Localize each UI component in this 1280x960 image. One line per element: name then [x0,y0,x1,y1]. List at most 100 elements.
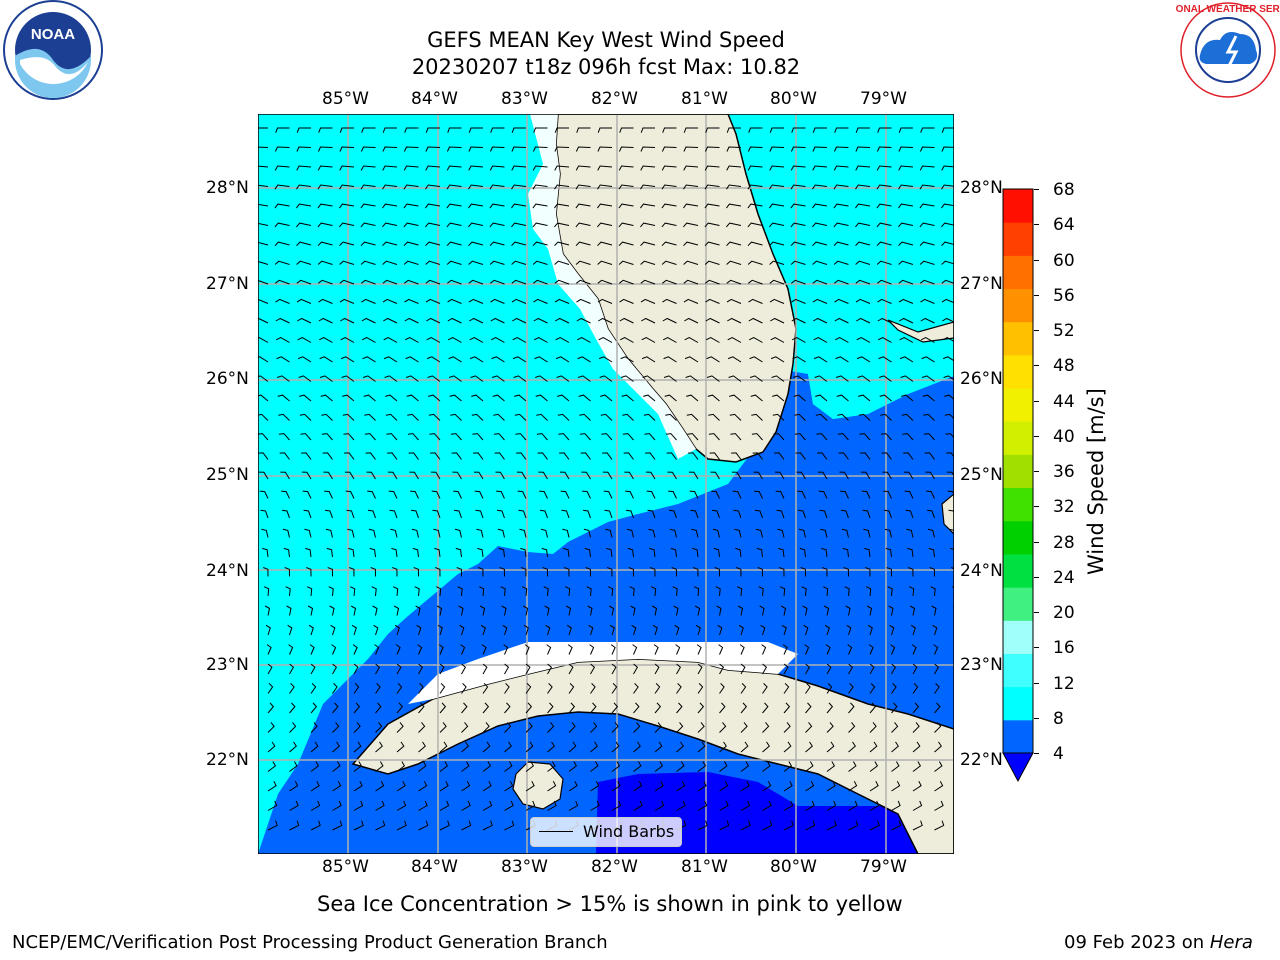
wind-barb [751,413,763,421]
wind-barb [755,528,763,538]
wind-barb [920,127,935,133]
wind-barb [331,644,337,655]
wind-barb [633,800,643,811]
wind-barb [795,452,806,460]
wind-barb [815,413,828,421]
wind-barb [611,741,620,753]
wind-barb [826,702,834,714]
wind-barb [726,222,742,228]
wind-barb [761,644,767,655]
lat-label: 24°N [206,561,249,581]
wind-barb [392,567,398,577]
wind-barb [740,761,750,772]
wind-barb [783,722,791,733]
wind-barb [812,222,828,228]
wind-barb [542,567,548,577]
wind-barb [747,203,763,209]
colorbar-tick-label: 40 [1053,426,1075,447]
wind-barb [719,741,727,753]
wind-barb [461,683,467,694]
wind-barb [844,586,850,597]
wind-barb [317,241,333,247]
wind-barb [339,165,355,171]
wind-barb [934,722,942,733]
wind-barb [554,222,570,228]
wind-barb [661,165,677,171]
wind-barb [607,586,614,597]
wind-barb [319,375,333,382]
wind-barb [511,127,526,133]
wind-barb [403,146,419,152]
wind-barb [800,567,806,577]
wind-barb [533,317,548,324]
wind-barb [321,413,333,421]
wind-barb [439,761,449,772]
wind-barb [396,683,403,694]
wind-barb [619,298,634,304]
wind-barb [717,624,723,636]
wind-barb [353,663,359,675]
lat-label: 22°N [206,750,249,770]
wind-barb [447,298,462,304]
wind-barb [697,800,708,811]
lat-label: 24°N [960,561,1003,581]
wind-barb [446,184,462,190]
wind-barb [794,413,806,421]
wind-barb [373,624,379,636]
wind-barb [842,547,849,558]
wind-barb [318,298,333,304]
wind-barb [490,127,505,133]
wind-barb [296,165,312,171]
wind-barb [697,702,705,714]
wind-barb [882,471,892,480]
wind-barb [590,702,597,714]
wind-barb [512,317,527,324]
wind-barb [382,241,398,247]
wind-barb [719,702,726,714]
wind-barb [822,586,829,597]
wind-barb [856,317,871,324]
wind-barb [689,490,699,499]
wind-barb [621,394,634,402]
wind-barb [352,644,358,655]
wind-barb [547,800,557,811]
wind-barb [305,547,312,558]
wind-barb [618,279,634,285]
wind-barb [921,356,935,363]
wind-barb [686,394,699,402]
wind-barb [310,780,320,792]
wind-barb [382,222,398,228]
wind-barb [899,317,914,324]
wind-barb [675,644,681,655]
lon-label: 80°W [770,89,817,109]
wind-barb [540,528,548,538]
wind-barb [912,683,919,694]
wind-barb [848,722,856,733]
wind-barb [475,509,484,519]
wind-barb [834,298,849,304]
wind-barb [532,184,548,190]
wind-barb [468,279,484,285]
wind-barb [427,375,441,382]
wind-barb [644,433,656,441]
wind-barb [904,490,914,499]
wind-barb [504,702,511,714]
wind-barb [446,165,462,171]
wind-barb [812,165,828,171]
wind-barb [862,509,871,519]
wind-barb [511,184,527,190]
wind-barb [274,279,290,285]
wind-barb [418,663,424,675]
lon-label: 82°W [591,89,638,109]
wind-barb [650,586,657,597]
wind-barb [812,184,828,190]
lat-labels-left: 28°N 27°N 26°N 25°N 24°N 23°N 22°N [200,0,256,960]
wind-barb [382,146,398,152]
wind-barb [922,394,935,402]
wind-barb [575,260,591,265]
wind-barb [494,452,505,460]
wind-barb [813,356,828,363]
wind-barb [876,222,892,228]
wind-barb [288,644,294,655]
wind-barb [903,452,914,460]
